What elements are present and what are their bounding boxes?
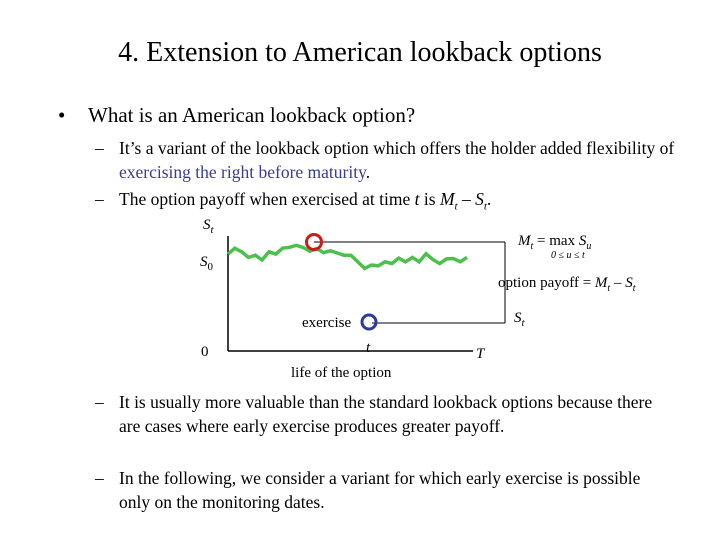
main-bullet: • What is an American lookback option? <box>58 102 415 128</box>
max-range-text: 0 ≤ u ≤ t <box>551 250 585 261</box>
sub-item-payoff: – The option payoff when exercised at ti… <box>95 187 679 219</box>
max-eq: = max <box>533 233 579 249</box>
minus-sign: – <box>457 189 476 209</box>
exercise-marker <box>360 313 378 331</box>
payoff-period: . <box>486 189 492 209</box>
payoff-minus: – <box>610 275 626 291</box>
t-label-text: t <box>366 340 371 356</box>
max-s: S <box>578 233 587 249</box>
st-sub: t <box>521 317 525 329</box>
sub-item-text: In the following, we consider a variant … <box>119 468 641 512</box>
st-label: St <box>514 309 525 332</box>
payoff-label: option payoff = Mt – St <box>498 274 635 298</box>
max-m: M <box>518 233 531 249</box>
dash-marker: – <box>95 138 104 158</box>
dash-marker: – <box>95 392 104 412</box>
origin-label: 0 <box>201 344 209 360</box>
sub-item-monitoring: – In the following, we consider a varian… <box>95 466 659 514</box>
max-marker <box>305 233 323 251</box>
s-symbol: S <box>475 189 484 209</box>
s0-label: S0 <box>200 253 213 276</box>
y-axis-label: St <box>203 216 214 239</box>
maturity-label-text: T <box>476 346 485 362</box>
payoff-m-sub: t <box>607 283 611 294</box>
payoff-text: option payoff = <box>498 275 595 291</box>
sub-item-text: The option payoff when exercised at time <box>119 189 415 209</box>
y-axis-label-main: S <box>203 217 211 233</box>
s0-sub: 0 <box>207 261 214 273</box>
m-subscript: t <box>454 200 458 213</box>
slide-title: 4. Extension to American lookback option… <box>118 37 602 68</box>
life-label: life of the option <box>291 365 392 381</box>
payoff-s-sub: t <box>632 283 636 294</box>
s0-main: S <box>200 254 208 270</box>
sub-item-text: It’s a variant of the lookback option wh… <box>119 138 675 158</box>
y-axis-label-sub: t <box>210 224 214 236</box>
exercise-label: exercise <box>302 315 352 331</box>
time-symbol: t <box>414 189 420 209</box>
sub-item-value: – It is usually more valuable than the s… <box>95 390 659 438</box>
bullet-text: What is an American lookback option? <box>88 103 416 127</box>
max-s-sub: u <box>586 241 592 252</box>
sub-item-variant: – It’s a variant of the lookback option … <box>95 136 679 184</box>
sub-item-period: . <box>365 162 371 182</box>
max-m-sub: t <box>530 241 534 252</box>
max-range-label: 0 ≤ u ≤ t <box>551 250 585 262</box>
dash-marker: – <box>95 189 104 209</box>
maturity-label: T <box>476 345 484 363</box>
is-text: is <box>419 189 440 209</box>
m-symbol: M <box>439 189 455 209</box>
sub-item-text: It is usually more valuable than the sta… <box>119 392 653 436</box>
highlight-text: exercising the right before maturity <box>119 162 366 182</box>
payoff-s: S <box>625 275 633 291</box>
price-path <box>226 243 468 271</box>
st-main: S <box>514 310 522 326</box>
bullet-marker: • <box>58 103 66 127</box>
payoff-m: M <box>594 275 608 291</box>
s-subscript: t <box>483 200 487 213</box>
max-label: Mt = max Su <box>518 232 591 256</box>
dash-marker: – <box>95 468 104 488</box>
t-label: t <box>366 339 370 357</box>
